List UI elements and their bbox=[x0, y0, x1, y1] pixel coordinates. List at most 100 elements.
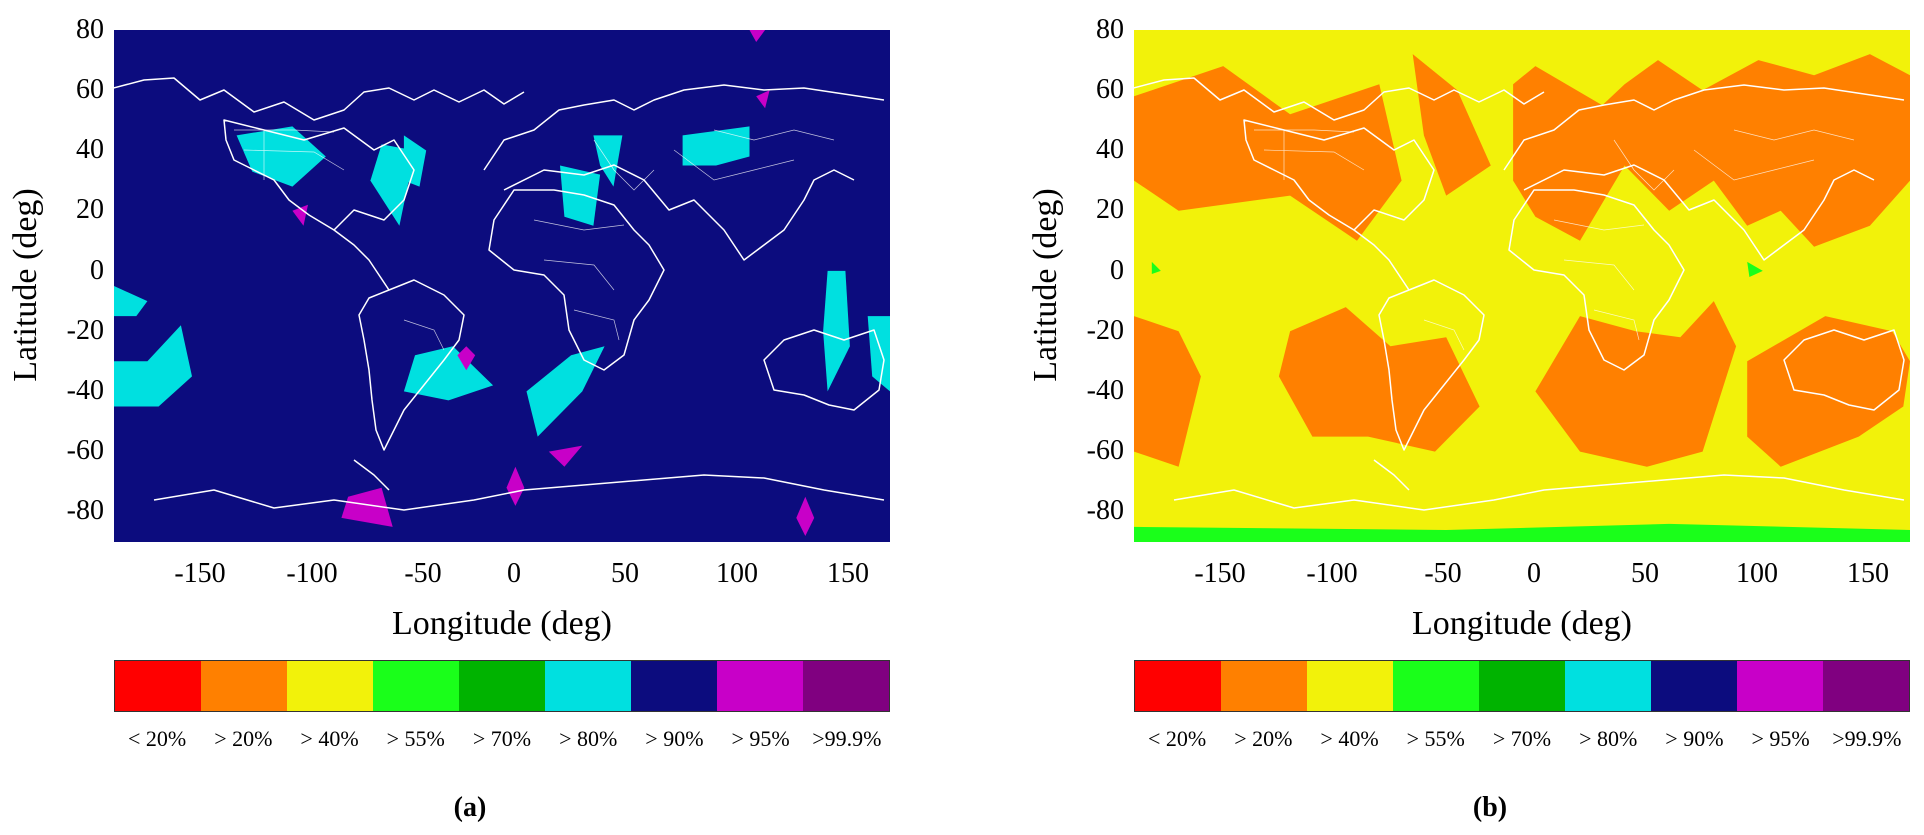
contour-region bbox=[1747, 261, 1763, 277]
y-tick: -40 bbox=[66, 375, 104, 406]
contour-region bbox=[682, 126, 750, 166]
y-tick: -20 bbox=[1086, 315, 1124, 346]
y-tick: 80 bbox=[1096, 14, 1124, 45]
contour-region bbox=[114, 325, 192, 407]
colorbar-swatch bbox=[1737, 661, 1823, 711]
x-tick: 50 bbox=[1631, 558, 1659, 589]
x-tick: -150 bbox=[1194, 558, 1246, 589]
y-tick: -60 bbox=[66, 435, 104, 466]
contour-region bbox=[236, 126, 326, 187]
colorbar bbox=[1134, 660, 1910, 712]
colorbar-swatch bbox=[717, 661, 803, 711]
x-tick: -150 bbox=[174, 558, 226, 589]
contour-region bbox=[1278, 307, 1480, 452]
colorbar-swatch bbox=[1565, 661, 1651, 711]
y-tick: -80 bbox=[1086, 495, 1124, 526]
colorbar-label: > 90% bbox=[645, 726, 704, 751]
contour-region bbox=[292, 204, 308, 226]
x-tick: -100 bbox=[1306, 558, 1358, 589]
y-tick: 60 bbox=[76, 74, 104, 105]
y-tick: 0 bbox=[90, 255, 104, 286]
contour-region bbox=[403, 346, 494, 401]
contour-region bbox=[403, 135, 427, 187]
contour-regions bbox=[1134, 54, 1910, 542]
x-tick: 150 bbox=[827, 558, 869, 589]
colorbar-swatch bbox=[115, 661, 201, 711]
x-axis-label: Longitude (deg) bbox=[1412, 605, 1632, 642]
colorbar-label: > 55% bbox=[386, 726, 445, 751]
x-tick: 0 bbox=[507, 558, 521, 589]
colorbar-swatch bbox=[1479, 661, 1565, 711]
contour-region bbox=[1134, 66, 1402, 241]
contour-region bbox=[457, 346, 476, 371]
contour-regions bbox=[114, 30, 890, 536]
colorbar-swatch bbox=[803, 661, 889, 711]
colorbar-label: > 90% bbox=[1665, 726, 1724, 751]
colorbar-swatch bbox=[287, 661, 373, 711]
x-tick: 50 bbox=[611, 558, 639, 589]
contour-region bbox=[749, 30, 766, 42]
y-tick: -20 bbox=[66, 315, 104, 346]
colorbar-label: > 20% bbox=[214, 726, 273, 751]
colorbar-swatch bbox=[373, 661, 459, 711]
x-axis-label: Longitude (deg) bbox=[392, 605, 612, 642]
colorbar-swatch bbox=[1135, 661, 1221, 711]
colorbar-label: >99.9% bbox=[812, 726, 882, 751]
colorbar-labels: < 20% > 20% > 40% > 55% > 70% > 80% > 90… bbox=[1134, 726, 1910, 752]
y-tick: -40 bbox=[1086, 375, 1124, 406]
contour-region bbox=[1513, 54, 1910, 247]
contour-region bbox=[1134, 523, 1910, 542]
y-tick: 40 bbox=[1096, 134, 1124, 165]
colorbar-label: >99.9% bbox=[1832, 726, 1902, 751]
map-panel-b: 80 60 40 20 0 -20 -40 -60 -80 Latitude (… bbox=[1020, 0, 1924, 835]
contour-region bbox=[526, 346, 605, 437]
x-tick: -100 bbox=[286, 558, 338, 589]
y-tick: -60 bbox=[1086, 435, 1124, 466]
contour-region bbox=[370, 144, 415, 226]
contour-region bbox=[1535, 301, 1737, 467]
map-panel-a: 80 60 40 20 0 -20 -40 -60 -80 Latitude (… bbox=[7, 14, 890, 823]
colorbar-label: > 70% bbox=[1492, 726, 1552, 751]
map-background bbox=[114, 30, 890, 542]
contour-region bbox=[341, 487, 393, 527]
y-tick: 20 bbox=[1096, 194, 1124, 225]
y-tick: 40 bbox=[76, 134, 104, 165]
y-tick: -80 bbox=[66, 495, 104, 526]
map-plot-a bbox=[114, 30, 890, 542]
colorbar-label: > 80% bbox=[559, 726, 618, 751]
y-axis-label: Latitude (deg) bbox=[7, 188, 44, 382]
colorbar-label: < 20% bbox=[127, 726, 187, 751]
contour-region bbox=[1412, 54, 1491, 196]
contour-region bbox=[1151, 261, 1161, 274]
contour-region bbox=[823, 270, 850, 392]
contour-region bbox=[756, 90, 770, 109]
y-axis-label: Latitude (deg) bbox=[1027, 188, 1064, 382]
x-tick: 150 bbox=[1847, 558, 1889, 589]
colorbar-swatch bbox=[1221, 661, 1307, 711]
contour-region bbox=[796, 496, 815, 536]
x-tick: 100 bbox=[716, 558, 758, 589]
colorbar-label: < 20% bbox=[1147, 726, 1207, 751]
map-plot-b bbox=[1134, 30, 1910, 542]
x-tick: -50 bbox=[1424, 558, 1462, 589]
contour-region bbox=[114, 286, 148, 317]
colorbar-label: > 95% bbox=[731, 726, 790, 751]
colorbar-label: > 70% bbox=[472, 726, 532, 751]
coastlines bbox=[1134, 77, 1905, 511]
colorbar-swatch bbox=[631, 661, 717, 711]
colorbar-label: > 55% bbox=[1406, 726, 1465, 751]
colorbar-swatch bbox=[201, 661, 287, 711]
colorbar-label: > 20% bbox=[1234, 726, 1293, 751]
y-tick: 80 bbox=[76, 14, 104, 45]
colorbar-label: > 95% bbox=[1751, 726, 1810, 751]
colorbar-swatch bbox=[459, 661, 545, 711]
colorbar-swatch bbox=[1823, 661, 1909, 711]
country-borders bbox=[234, 129, 835, 351]
colorbar-label: > 80% bbox=[1579, 726, 1638, 751]
contour-region bbox=[560, 165, 601, 226]
colorbar-label: > 40% bbox=[1320, 726, 1379, 751]
colorbar-swatch bbox=[545, 661, 631, 711]
x-tick: -50 bbox=[404, 558, 442, 589]
contour-region bbox=[548, 445, 583, 467]
panel-caption: (b) bbox=[1472, 792, 1508, 823]
